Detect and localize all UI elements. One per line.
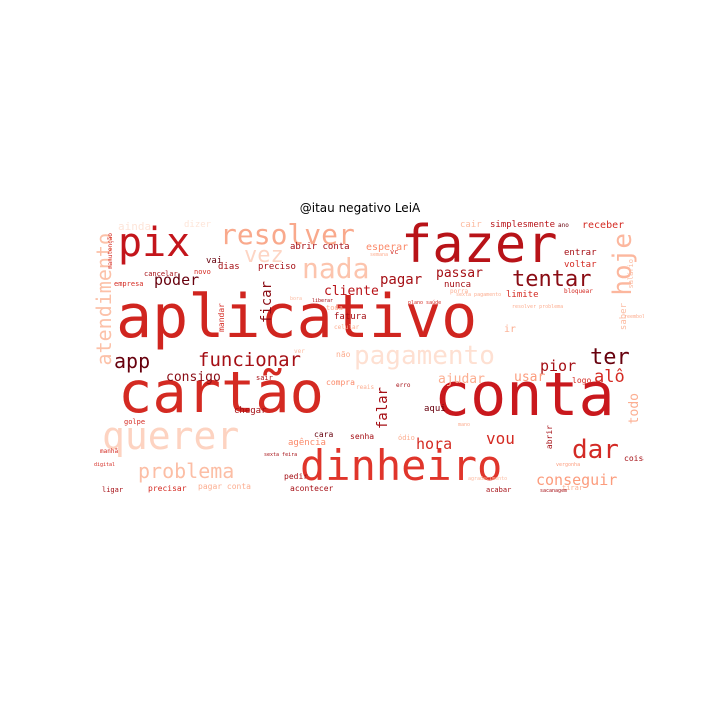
word: vergonha [556, 462, 581, 468]
word: ir [504, 324, 517, 335]
word: pagar conta [198, 482, 251, 491]
word: reembolso [624, 314, 644, 320]
word: abrir [545, 425, 554, 450]
word: falar [375, 387, 391, 430]
word: ano [558, 222, 569, 229]
word: querer [102, 414, 240, 458]
word: logo [572, 376, 592, 385]
word: conseguir [536, 471, 618, 489]
word: preciso [258, 262, 296, 272]
word: bloquear [564, 288, 593, 295]
word: manhã [100, 448, 119, 455]
word: pagar [380, 272, 423, 288]
word: ódio [398, 434, 415, 442]
word: sexta feira [264, 452, 298, 458]
word: usar [514, 370, 546, 385]
word: problema [138, 459, 235, 483]
word: resolver problema [512, 304, 564, 310]
word: vou [486, 429, 515, 448]
word: cliente [324, 284, 379, 299]
word: agradecimento [468, 476, 508, 482]
word: esperar [366, 242, 409, 253]
word: funcionar [198, 349, 301, 371]
word: vai [206, 256, 223, 266]
word: manutenção [107, 233, 114, 270]
word: poder [154, 271, 200, 289]
word: liberar [312, 298, 334, 304]
word: aqui [424, 404, 446, 414]
word: pedir [284, 472, 309, 481]
word: precisar [148, 484, 187, 493]
word-cloud: aplicativo cartão conta fazer dinheiro q… [94, 219, 644, 495]
word: porra [450, 288, 469, 295]
word: app [114, 349, 151, 373]
word: cartão [118, 360, 324, 426]
word: hora [416, 435, 453, 453]
word: nada [302, 252, 370, 285]
word: coisa [624, 454, 644, 463]
word: ligar [102, 486, 124, 494]
word: todo [627, 393, 642, 425]
word: fatura [334, 312, 367, 322]
word: não [336, 350, 351, 359]
word: erro [396, 382, 411, 389]
chart-title: @itau negativo LeiA [299, 201, 421, 215]
word: pix [118, 220, 191, 266]
word: dinheiro [300, 441, 503, 490]
word: consigo [166, 370, 221, 385]
word: celular [334, 324, 360, 331]
word: toda [326, 304, 343, 312]
word: limite [506, 290, 539, 300]
word: resolver [220, 219, 355, 251]
word: simplesmente [490, 220, 556, 230]
word: acontecer [290, 484, 334, 493]
word: ver [294, 348, 305, 355]
word: sacanagem [540, 488, 568, 494]
word: semana [370, 252, 389, 258]
word: compra [326, 378, 355, 387]
word: dizer [184, 220, 212, 230]
word: senha [350, 432, 375, 441]
word: agência [288, 438, 326, 448]
word: tentar [512, 267, 592, 292]
word: ajudar [438, 372, 485, 387]
word: dias [218, 262, 240, 272]
word: vc [390, 248, 399, 256]
word: cancelar [144, 270, 178, 278]
word: bora [290, 296, 303, 302]
word: cair [460, 220, 482, 230]
word: passar [436, 266, 483, 281]
word: ainda [118, 220, 152, 233]
word: mano [458, 422, 471, 428]
word: acabar [486, 486, 512, 494]
word: reais [356, 384, 375, 391]
word: fazer [401, 219, 558, 275]
word: tirar [562, 484, 584, 492]
word: plano saúde [408, 300, 442, 306]
word: salário [627, 259, 635, 289]
word: novo [194, 268, 211, 276]
word: mandar [217, 303, 226, 332]
word: conta [434, 360, 615, 430]
word: digital [94, 462, 116, 468]
word: chegar [234, 406, 267, 416]
word: entrar [564, 248, 597, 258]
word: empresa [114, 280, 144, 288]
word: voltar [564, 260, 597, 270]
word: ter [590, 345, 630, 370]
word: pior [540, 357, 577, 375]
word: golpe [124, 418, 146, 426]
word: dar [572, 435, 619, 465]
word: abrir conta [290, 242, 350, 252]
word: sexta pagamento [456, 292, 502, 298]
word: aplicativo [116, 282, 478, 352]
word: nunca [444, 280, 472, 290]
word: vez [244, 243, 284, 268]
word: cara [314, 430, 334, 439]
word: sair [256, 374, 273, 382]
word: ficar [259, 281, 275, 324]
word: receber [582, 220, 625, 231]
word: alô [594, 367, 625, 387]
word: pagamento [354, 341, 495, 371]
